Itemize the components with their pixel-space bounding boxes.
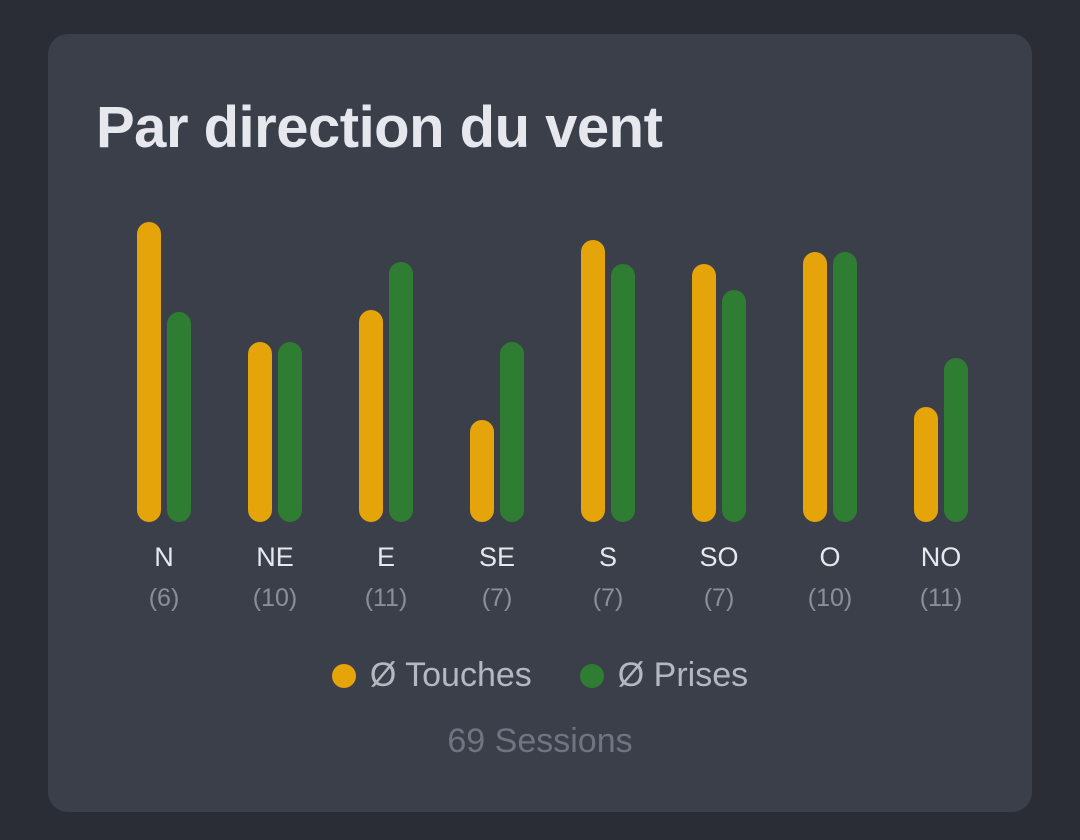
sessions-count: 69 Sessions — [447, 722, 633, 760]
x-tick-label: NE — [256, 542, 294, 572]
legend-label-prises: Ø Prises — [617, 656, 749, 694]
session-count-label: (6) — [149, 584, 180, 612]
touches-bar-so — [692, 264, 716, 522]
touches-bar-se — [470, 420, 494, 522]
bar-group-so: SO (7) — [692, 264, 746, 612]
legend-item-touches: Ø Touches — [331, 656, 532, 695]
session-count-label: (7) — [593, 584, 624, 612]
prises-bar-ne — [278, 342, 302, 522]
x-tick-label: N — [154, 542, 174, 572]
x-tick-label: S — [599, 542, 617, 572]
session-count-label: (10) — [253, 584, 297, 612]
x-tick-label: E — [377, 542, 395, 572]
x-tick-label: O — [819, 542, 840, 572]
bar-group-e: E (11) — [359, 262, 413, 612]
legend-swatch-prises — [579, 663, 604, 688]
touches-bar-ne — [248, 342, 272, 522]
x-tick-label: SE — [479, 542, 515, 572]
session-count-label: (11) — [920, 584, 963, 612]
prises-bar-so — [722, 290, 746, 522]
legend-swatch-touches — [331, 663, 356, 688]
chart-legend: Ø Touches Ø Prises — [48, 656, 1032, 695]
touches-bar-n — [137, 222, 161, 522]
chart-card: Par direction du vent N (6) NE (10) E (11) SE (… — [48, 34, 1032, 812]
bar-group-ne: NE (10) — [248, 342, 302, 612]
bar-group-o: O (10) — [803, 252, 857, 612]
bar-group-no: NO (11) — [914, 358, 968, 612]
x-tick-label: SO — [699, 542, 738, 572]
session-count-label: (7) — [704, 584, 735, 612]
session-count-label: (10) — [808, 584, 852, 612]
prises-bar-n — [167, 312, 191, 522]
touches-bar-s — [581, 240, 605, 522]
touches-bar-o — [803, 252, 827, 522]
x-tick-label: NO — [921, 542, 962, 572]
touches-bar-no — [914, 407, 938, 522]
bar-group-n: N (6) — [137, 222, 191, 612]
prises-bar-no — [944, 358, 968, 522]
card-title: Par direction du vent — [96, 95, 663, 160]
bar-group-se: SE (7) — [470, 342, 524, 612]
bar-group-s: S (7) — [581, 240, 635, 612]
session-count-label: (7) — [482, 584, 513, 612]
legend-label-touches: Ø Touches — [369, 656, 532, 694]
legend-item-prises: Ø Prises — [579, 656, 749, 695]
touches-bar-e — [359, 310, 383, 522]
wind-direction-bar-chart: N (6) NE (10) E (11) SE (7) S (7) SO (7) O (10) NO (11) — [137, 222, 968, 612]
prises-bar-se — [500, 342, 524, 522]
prises-bar-s — [611, 264, 635, 522]
prises-bar-o — [833, 252, 857, 522]
session-count-label: (11) — [365, 584, 408, 612]
prises-bar-e — [389, 262, 413, 522]
